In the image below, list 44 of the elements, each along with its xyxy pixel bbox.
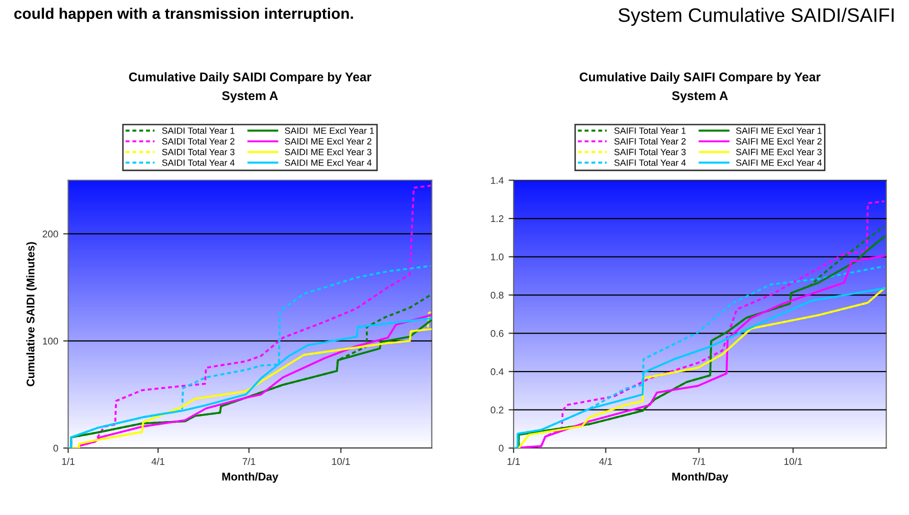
legend-label: SAIDI ME Excl Year 1 (284, 127, 374, 134)
y-tick-label: 0 (53, 444, 58, 452)
y-tick-label: 0.6 (490, 330, 504, 337)
y-axis-title: Cumulative SAIDI (Minutes) (26, 242, 37, 386)
legend-label: SAIDI ME Excl Year 4 (284, 159, 372, 166)
chart-subtitle: System A (672, 91, 728, 103)
y-tick-label: 100 (42, 338, 58, 345)
legend-label: SAIDI Total Year 3 (162, 148, 234, 156)
x-tick-label: 7/1 (692, 458, 706, 465)
legend-label: SAIDI ME Excl Year 3 (284, 148, 372, 156)
y-tick-label: 0.8 (490, 292, 504, 299)
y-tick-label: 0 (498, 444, 504, 452)
legend-label: SAIFI Total Year 1 (614, 127, 686, 134)
text: could happen with a transmission interruption. (14, 8, 353, 22)
y-tick-label: 200 (42, 230, 58, 238)
chart-title: Cumulative Daily SAIFI Compare by Year (580, 72, 821, 84)
legend-label: SAIFI ME Excl Year 2 (736, 138, 822, 145)
legend-label: SAIDI Total Year 1 (162, 127, 234, 134)
x-tick-label: 4/1 (152, 458, 164, 465)
legend-label: SAIFI ME Excl Year 1 (736, 127, 822, 134)
legend-label: SAIFI Total Year 2 (614, 138, 686, 145)
legend-label: SAIDI Total Year 4 (162, 159, 235, 166)
x-tick-label: 7/1 (242, 458, 256, 465)
text: System Cumulative SAIDI/SAIFI (618, 8, 894, 26)
legend-label: SAIDI Total Year 2 (162, 138, 234, 145)
x-tick-label: 10/1 (332, 458, 350, 465)
y-tick-label: 1.2 (491, 215, 504, 222)
legend-label: SAIFI Total Year 4 (614, 159, 686, 166)
chart-subtitle: System A (222, 91, 278, 103)
y-tick-label: 1.0 (491, 254, 504, 260)
y-tick-label: 0.2 (490, 406, 504, 414)
chart-title: Cumulative Daily SAIDI Compare by Year (129, 72, 372, 84)
legend-label: SAIFI ME Excl Year 3 (736, 148, 822, 156)
legend-label: SAIDI ME Excl Year 2 (284, 138, 372, 145)
x-tick-label: 4/1 (599, 458, 612, 465)
y-tick-label: 0.4 (490, 368, 504, 376)
x-tick-label: 1/1 (508, 458, 520, 465)
legend-label: SAIFI ME Excl Year 4 (736, 159, 822, 166)
x-axis-title: Month/Day (222, 472, 278, 483)
x-axis-title: Month/Day (672, 472, 728, 483)
legend-label: SAIFI Total Year 3 (614, 148, 686, 156)
x-tick-label: 10/1 (784, 458, 802, 465)
y-tick-label: 1.4 (491, 177, 504, 184)
x-tick-label: 1/1 (62, 458, 74, 465)
